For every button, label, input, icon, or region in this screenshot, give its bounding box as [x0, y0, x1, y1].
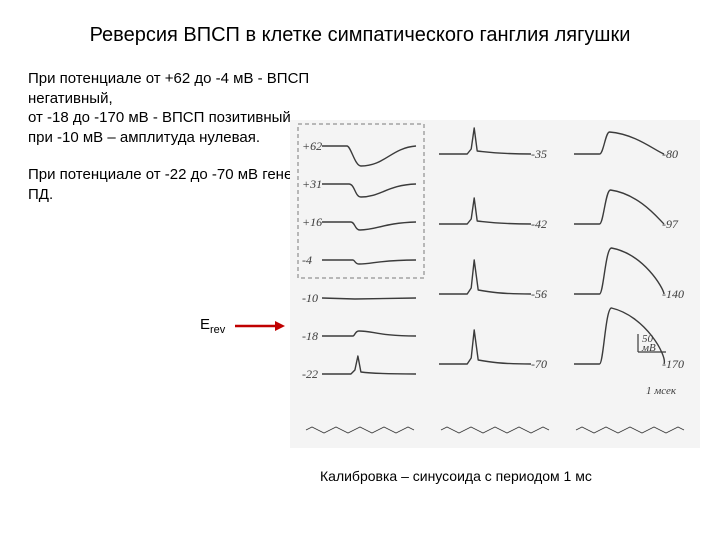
erev-label: Erev — [200, 316, 225, 336]
erev-sub: rev — [210, 324, 225, 336]
svg-text:-97: -97 — [662, 217, 679, 231]
erev-row: Erev — [200, 316, 285, 336]
svg-text:+16: +16 — [302, 215, 322, 229]
svg-text:-42: -42 — [531, 217, 547, 231]
svg-text:-170: -170 — [662, 357, 684, 371]
epsps-figure: +62 +31 +16 -4 -10 -18 -22 -35 -42 -56 -70 -80 -97 -1… — [290, 120, 700, 448]
svg-text:+31: +31 — [302, 177, 322, 191]
svg-text:-18: -18 — [302, 329, 318, 343]
svg-text:+62: +62 — [302, 139, 322, 153]
erev-E: E — [200, 316, 210, 333]
svg-text:1 мсек: 1 мсек — [646, 385, 677, 397]
svg-text:-80: -80 — [662, 147, 678, 161]
svg-text:-70: -70 — [531, 357, 547, 371]
svg-text:-4: -4 — [302, 253, 312, 267]
svg-text:-140: -140 — [662, 287, 684, 301]
svg-text:мВ: мВ — [641, 342, 656, 354]
svg-text:-10: -10 — [302, 291, 318, 305]
arrow-icon — [235, 320, 285, 332]
svg-text:-22: -22 — [302, 367, 318, 381]
svg-text:-56: -56 — [531, 287, 547, 301]
slide-title: Реверсия ВПСП в клетке симпатического га… — [28, 24, 692, 47]
svg-text:-35: -35 — [531, 147, 547, 161]
figure-caption: Калибровка – синусоида с периодом 1 мс — [320, 468, 592, 484]
